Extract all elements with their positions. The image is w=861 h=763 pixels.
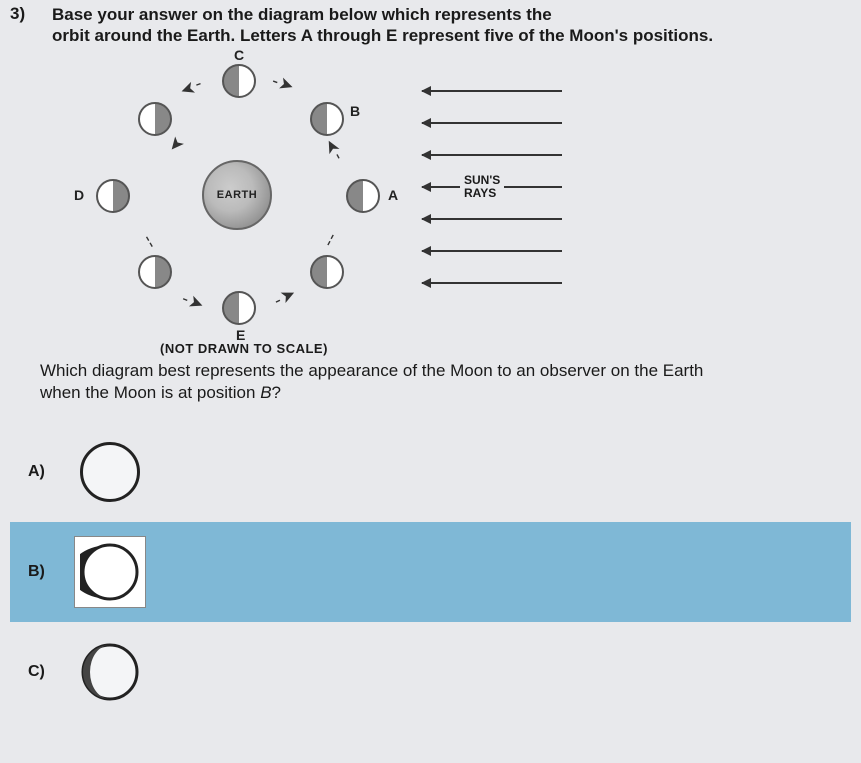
label-c: C [234,47,244,63]
moon-position-d [96,179,130,213]
choice-a-diagram [74,436,146,508]
sun-ray-icon [422,282,562,284]
label-b: B [350,103,360,119]
moon-position-upper-left [138,102,172,136]
orbit-arrow-icon: - - [138,230,162,250]
moon-position-a [346,179,380,213]
subq-line2-suffix: ? [272,383,281,402]
orbit-arrow-icon: - ➤ [179,288,205,315]
moon-position-lower-right [310,255,344,289]
not-to-scale-note: (NOT DRAWN TO SCALE) [160,341,851,356]
choice-c[interactable]: C) [10,622,851,722]
question-header: 3) Base your answer on the diagram below… [10,4,851,47]
choice-b[interactable]: B) [10,522,851,622]
subquestion-text: Which diagram best represents the appear… [40,360,800,404]
sun-ray-icon [422,90,562,92]
orbit-arrow-icon: ➤ [164,131,189,155]
subq-line2-prefix: when the Moon is at position [40,383,260,402]
question-number: 3) [10,4,34,24]
worksheet-page: 3) Base your answer on the diagram below… [0,0,861,732]
moon-orbit-diagram: EARTH A B C D E - ➤ - ➤ ➤ - - - ➤ - ➤ - … [62,55,582,335]
sun-ray-icon [422,122,562,124]
sun-label-1: SUN'S [464,173,500,187]
orbit-arrow-icon: - ➤ [271,283,298,311]
choice-c-diagram [74,636,146,708]
orbit-arrow-icon: - - [318,230,342,250]
earth: EARTH [202,160,272,230]
orbit-arrow-icon: - ➤ [179,74,205,101]
choice-b-diagram [74,536,146,608]
sun-rays-label: SUN'S RAYS [460,172,504,202]
label-e: E [236,327,245,343]
orbit-arrow-icon: - ➤ [320,136,348,164]
waxing-crescent-icon [80,542,140,602]
subq-line1: Which diagram best represents the appear… [40,361,703,380]
moon-position-c [222,64,256,98]
label-d: D [74,187,84,203]
sun-ray-icon [422,218,562,220]
label-a: A [388,187,398,203]
choice-a[interactable]: A) [10,422,851,522]
sun-ray-icon [422,154,562,156]
subq-line2-ital: B [260,383,271,402]
waning-crescent-icon [80,642,140,702]
sun-ray-icon [422,250,562,252]
choice-b-label: B) [28,563,52,581]
sun-label-2: RAYS [464,186,496,200]
choice-a-label: A) [28,463,52,481]
orbit-arrow-icon: - ➤ [269,70,295,97]
moon-position-b [310,102,344,136]
question-text-line2: orbit around the Earth. Letters A throug… [52,26,713,45]
moon-position-lower-left [138,255,172,289]
question-text-line1: Base your answer on the diagram below wh… [52,5,552,24]
question-text: Base your answer on the diagram below wh… [52,4,713,47]
moon-position-e [222,291,256,325]
choice-c-label: C) [28,663,52,681]
new-moon-icon [80,442,140,502]
